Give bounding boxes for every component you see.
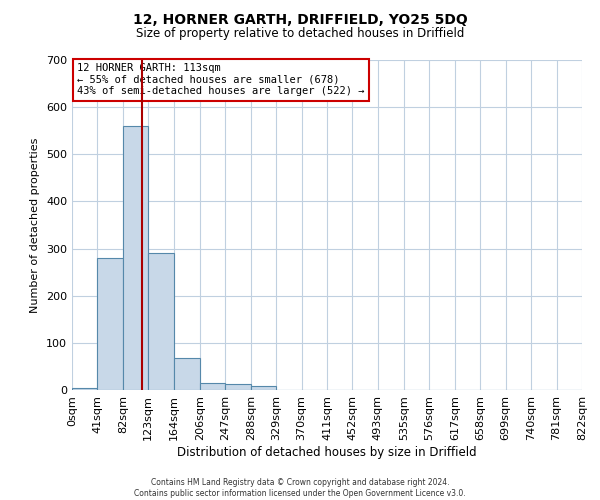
Bar [123, 126, 148, 390]
Text: 12, HORNER GARTH, DRIFFIELD, YO25 5DQ: 12, HORNER GARTH, DRIFFIELD, YO25 5DQ [133, 12, 467, 26]
Bar [97, 258, 123, 390]
Text: 12 HORNER GARTH: 113sqm
← 55% of detached houses are smaller (678)
43% of semi-d: 12 HORNER GARTH: 113sqm ← 55% of detache… [77, 64, 365, 96]
Text: Contains HM Land Registry data © Crown copyright and database right 2024.
Contai: Contains HM Land Registry data © Crown c… [134, 478, 466, 498]
Bar [200, 384, 225, 390]
Bar [251, 386, 276, 390]
Text: Size of property relative to detached houses in Driffield: Size of property relative to detached ho… [136, 28, 464, 40]
Y-axis label: Number of detached properties: Number of detached properties [31, 138, 40, 312]
Bar [72, 388, 97, 390]
Bar [225, 384, 251, 390]
Bar [148, 254, 174, 390]
Bar [174, 358, 200, 390]
X-axis label: Distribution of detached houses by size in Driffield: Distribution of detached houses by size … [177, 446, 477, 458]
